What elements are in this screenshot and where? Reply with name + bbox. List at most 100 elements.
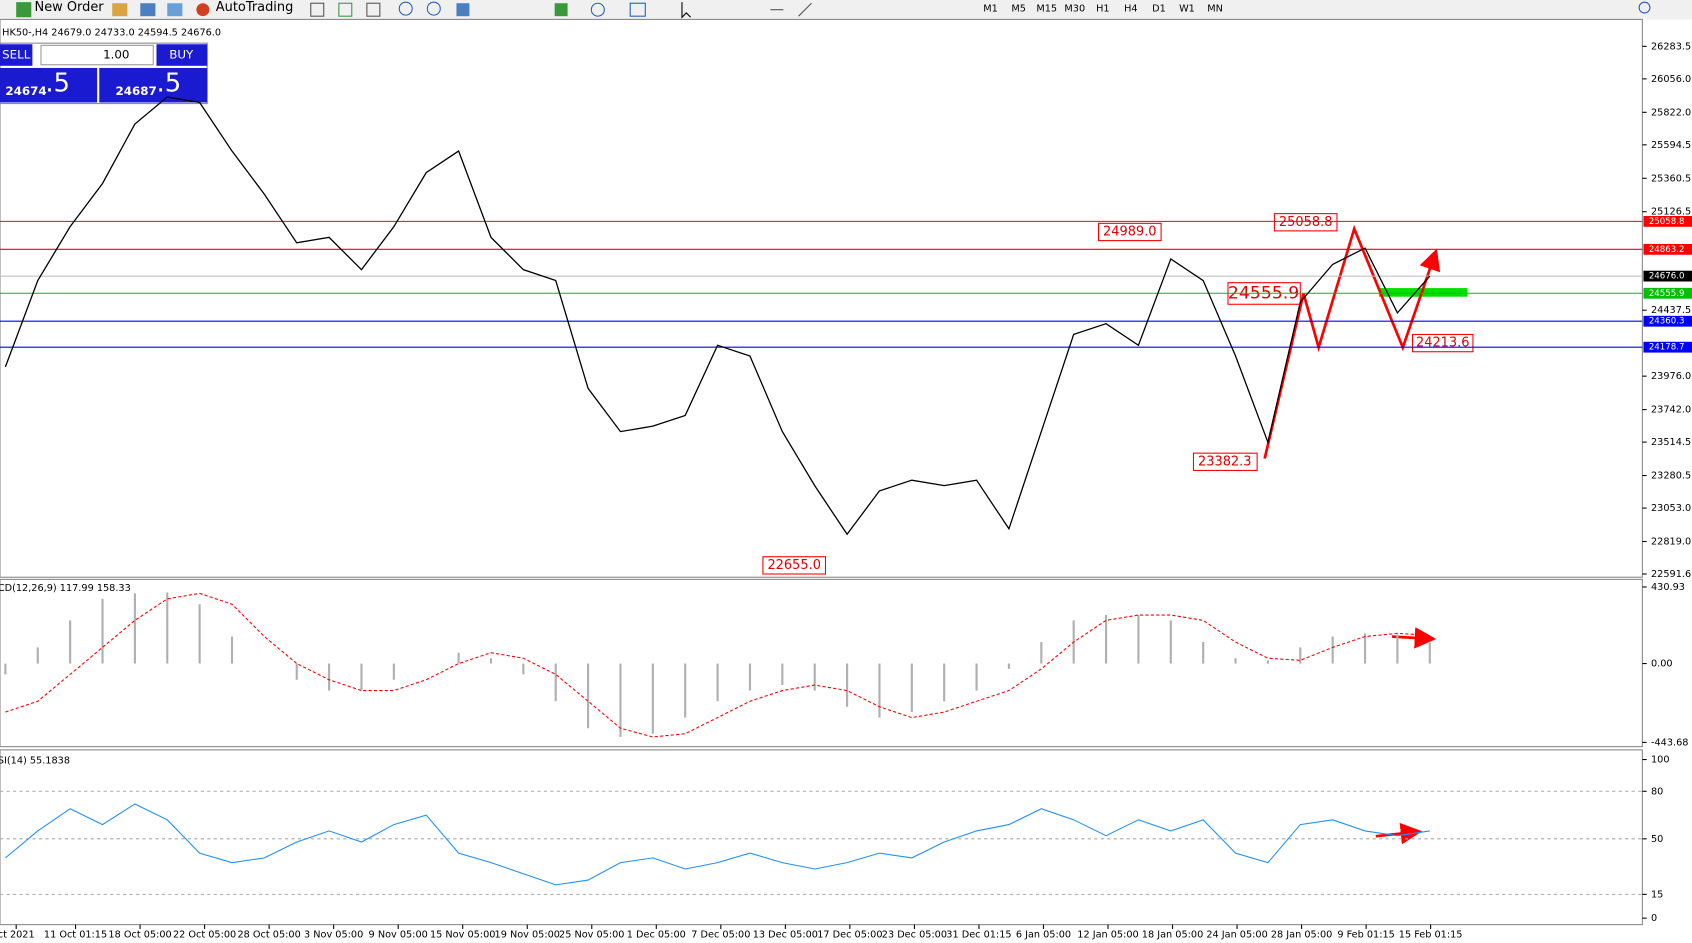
macd-bar bbox=[489, 658, 493, 664]
tool-icon[interactable] bbox=[140, 3, 156, 17]
macd-bar bbox=[587, 663, 590, 729]
y-tick-label: 25822.0 bbox=[1651, 107, 1691, 118]
tool-icon[interactable] bbox=[167, 3, 183, 17]
macd-bar bbox=[878, 663, 881, 718]
x-tick-label: 13 Dec 05:00 bbox=[753, 929, 818, 940]
y-tick-label: 25360.5 bbox=[1651, 173, 1691, 184]
rsi-pane bbox=[0, 749, 1643, 926]
macd-signal bbox=[5, 592, 1430, 738]
y-tick-label: 80 bbox=[1651, 786, 1663, 797]
y-tick-label: 100 bbox=[1651, 755, 1670, 766]
buy-button[interactable] bbox=[156, 44, 208, 66]
y-tick-label: -443.68 bbox=[1651, 737, 1688, 748]
line-tools[interactable] bbox=[770, 2, 812, 17]
x-tick-label: 24 Jan 05:00 bbox=[1206, 929, 1267, 940]
macd-bar bbox=[198, 604, 201, 664]
zoom-out[interactable] bbox=[426, 1, 441, 16]
bid-main[interactable]: 24674 bbox=[5, 84, 46, 98]
annotation: 22655.0 bbox=[767, 558, 821, 573]
macd-bar bbox=[975, 663, 978, 691]
x-tick-label: ct 2021 bbox=[0, 929, 35, 940]
x-tick-label: 9 Nov 05:00 bbox=[369, 929, 428, 940]
macd-bar bbox=[1266, 660, 1269, 664]
level-tag bbox=[1643, 243, 1692, 255]
tool-icon[interactable] bbox=[366, 2, 381, 17]
macd-bar bbox=[1202, 642, 1205, 664]
macd-bar bbox=[1234, 658, 1237, 664]
timeframe[interactable]: MN bbox=[1207, 4, 1223, 15]
x-tick-label: 28 Jan 05:00 bbox=[1271, 929, 1332, 940]
tool-icon[interactable] bbox=[554, 3, 568, 17]
y-tick-label: 15 bbox=[1651, 889, 1663, 900]
volume[interactable]: 1.00 bbox=[103, 48, 129, 62]
y-tick-label: 23053.0 bbox=[1651, 503, 1691, 514]
price-line bbox=[4, 96, 1431, 536]
bid-box[interactable] bbox=[0, 67, 98, 103]
annotation: 24213.6 bbox=[1416, 336, 1470, 351]
toolbar: New Order AutoTrading M1 M5 M15 M30 H1 H4 D1 W1… bbox=[0, 0, 1692, 20]
x-tick-label: 18 Jan 05:00 bbox=[1142, 929, 1203, 940]
autotrading-icon[interactable] bbox=[196, 3, 210, 17]
y-tick-label: 23742.0 bbox=[1651, 405, 1691, 416]
new-order[interactable]: New Order bbox=[35, 0, 105, 15]
y-tick-label: 26283.5 bbox=[1651, 41, 1691, 52]
y-tick-label: 25594.5 bbox=[1651, 140, 1691, 151]
buy-label[interactable]: BUY bbox=[169, 48, 194, 62]
x-tick-label: 18 Oct 05:00 bbox=[108, 929, 171, 940]
new-order-icon[interactable] bbox=[16, 2, 32, 18]
level-label: 24676.0 bbox=[1649, 272, 1685, 282]
level-label: 24863.2 bbox=[1649, 245, 1685, 255]
y-tick-label: 22591.6 bbox=[1651, 569, 1691, 580]
timeframe[interactable]: D1 bbox=[1152, 4, 1166, 15]
x-tick-label: 12 Jan 05:00 bbox=[1077, 929, 1138, 940]
x-tick-label: 25 Nov 05:00 bbox=[559, 929, 624, 940]
timeframe[interactable]: M5 bbox=[1011, 4, 1026, 15]
timeframe[interactable]: H1 bbox=[1096, 4, 1109, 15]
level-label: 24555.9 bbox=[1649, 289, 1685, 299]
tool-icon[interactable] bbox=[338, 2, 353, 17]
sell-label[interactable]: SELL bbox=[2, 48, 31, 62]
annotation: 25058.8 bbox=[1279, 215, 1333, 230]
bid-frac[interactable]: .5 bbox=[45, 69, 70, 99]
tool-icon[interactable] bbox=[112, 3, 128, 17]
tool-icon[interactable] bbox=[310, 2, 325, 17]
level-tag bbox=[1643, 341, 1692, 353]
y-tick-label: 26056.0 bbox=[1651, 74, 1691, 85]
x-tick-label: 23 Dec 05:00 bbox=[882, 929, 947, 940]
macd-bar bbox=[781, 663, 784, 686]
rsi-label: SI(14) 55.1838 bbox=[0, 756, 70, 767]
timeframe[interactable]: M30 bbox=[1064, 4, 1085, 15]
ask-frac[interactable]: .5 bbox=[156, 69, 181, 99]
ask-box[interactable] bbox=[99, 67, 208, 103]
macd-bar bbox=[716, 663, 719, 702]
search[interactable] bbox=[1638, 1, 1651, 14]
macd-bar bbox=[619, 663, 622, 737]
annotation-box bbox=[1097, 222, 1162, 242]
order-panel: SELL 1.00 BUY 24674 .5 24687 .5 bbox=[0, 42, 208, 105]
cursor-tool[interactable] bbox=[681, 2, 691, 19]
y-tick-label: 50 bbox=[1651, 834, 1663, 845]
level-tag bbox=[1643, 287, 1692, 299]
timeframe[interactable]: W1 bbox=[1179, 4, 1195, 15]
auto-trading[interactable]: AutoTrading bbox=[216, 0, 294, 15]
volume-input[interactable] bbox=[40, 44, 154, 66]
zoom-in[interactable] bbox=[398, 1, 413, 16]
timeframe[interactable]: M1 bbox=[983, 4, 998, 15]
y-tick-label: 430.93 bbox=[1651, 582, 1685, 593]
tool-icon[interactable] bbox=[456, 3, 470, 17]
tool-icon[interactable] bbox=[629, 2, 646, 17]
level-label: 24360.3 bbox=[1649, 317, 1685, 327]
x-tick-label: 31 Dec 01:15 bbox=[946, 929, 1011, 940]
y-tick-label: 23976.0 bbox=[1651, 371, 1691, 382]
macd-bar bbox=[522, 663, 525, 675]
macd-bar bbox=[36, 647, 39, 664]
sell-button[interactable] bbox=[0, 44, 33, 66]
tool-icon[interactable] bbox=[590, 2, 605, 17]
macd-bar bbox=[910, 663, 913, 713]
timeframe[interactable]: H4 bbox=[1124, 4, 1137, 15]
ask-main[interactable]: 24687 bbox=[115, 84, 156, 98]
timeframe[interactable]: M15 bbox=[1036, 4, 1057, 15]
x-tick-label: 17 Dec 05:00 bbox=[817, 929, 882, 940]
annotation: 23382.3 bbox=[1198, 454, 1252, 469]
